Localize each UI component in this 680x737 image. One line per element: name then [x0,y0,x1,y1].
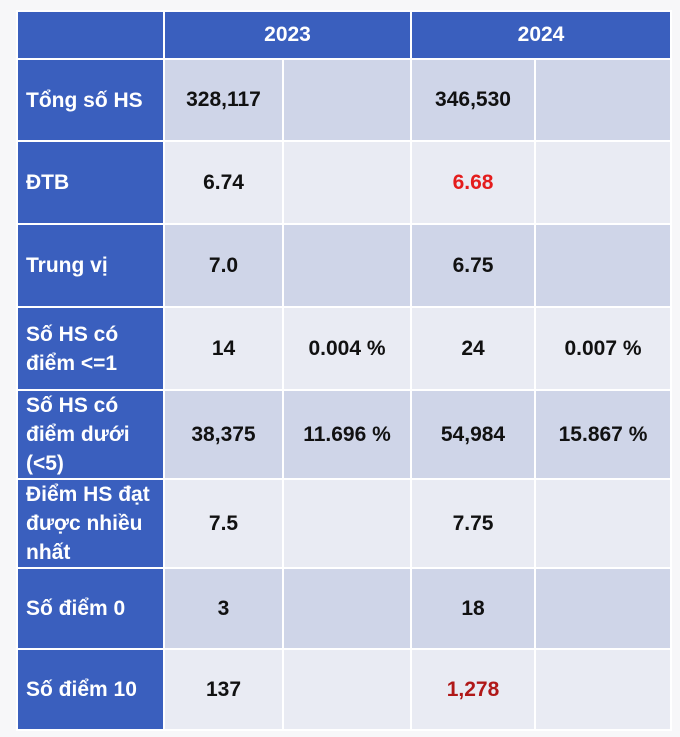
row-label: ĐTB [16,140,165,225]
score-statistics-table: 2023 2024 Tổng số HS 328,117 346,530 ĐTB… [16,10,672,731]
table-row: Số điểm 10 137 1,278 [16,648,672,731]
percent-2023 [282,58,412,142]
percent-2024 [534,648,672,731]
value-2024: 54,984 [410,389,536,480]
value-2024: 346,530 [410,58,536,142]
percent-2023 [282,478,412,569]
value-2023: 38,375 [163,389,284,480]
value-2024: 24 [410,306,536,391]
percent-2024: 0.007 % [534,306,672,391]
header-2024: 2024 [410,10,672,60]
percent-2024 [534,223,672,308]
value-2023: 3 [163,567,284,650]
percent-2024 [534,478,672,569]
value-2024: 6.68 [410,140,536,225]
row-label: Tổng số HS [16,58,165,142]
header-row: 2023 2024 [16,10,672,60]
percent-2023 [282,140,412,225]
table-row: Điểm HS đạt được nhiều nhất 7.5 7.75 [16,478,672,569]
value-2023: 328,117 [163,58,284,142]
percent-2023: 0.004 % [282,306,412,391]
percent-2024 [534,567,672,650]
value-2023: 6.74 [163,140,284,225]
percent-2023 [282,648,412,731]
value-2023: 14 [163,306,284,391]
value-2024: 18 [410,567,536,650]
percent-2024 [534,58,672,142]
value-2024: 6.75 [410,223,536,308]
percent-2024 [534,140,672,225]
percent-2023: 11.696 % [282,389,412,480]
header-corner-cell [16,10,165,60]
percent-2023 [282,223,412,308]
header-2023: 2023 [163,10,412,60]
table-row: Số điểm 0 3 18 [16,567,672,650]
percent-2024: 15.867 % [534,389,672,480]
table-row: Số HS có điểm <=1 14 0.004 % 24 0.007 % [16,306,672,391]
percent-2023 [282,567,412,650]
table-row: Tổng số HS 328,117 346,530 [16,58,672,142]
row-label: Số HS có điểm <=1 [16,306,165,391]
table-row: ĐTB 6.74 6.68 [16,140,672,225]
row-label: Trung vị [16,223,165,308]
row-label: Số HS có điểm dưới (<5) [16,389,165,480]
value-2023: 137 [163,648,284,731]
value-2024: 7.75 [410,478,536,569]
row-label: Điểm HS đạt được nhiều nhất [16,478,165,569]
row-label: Số điểm 0 [16,567,165,650]
row-label: Số điểm 10 [16,648,165,731]
value-2023: 7.5 [163,478,284,569]
table-row: Số HS có điểm dưới (<5) 38,375 11.696 % … [16,389,672,480]
value-2023: 7.0 [163,223,284,308]
table-row: Trung vị 7.0 6.75 [16,223,672,308]
value-2024: 1,278 [410,648,536,731]
